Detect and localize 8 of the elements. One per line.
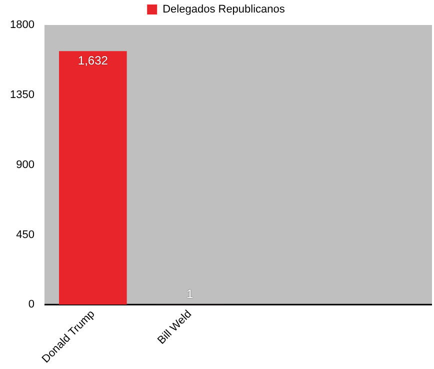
y-tick-label: 0 (28, 298, 34, 311)
y-tick-label: 1350 (10, 88, 34, 101)
legend-label: Delegados Republicanos (162, 4, 286, 16)
y-tick-label: 1800 (10, 19, 34, 32)
y-tick-label: 900 (16, 158, 34, 171)
data-label: 1,632 (78, 53, 108, 68)
y-tick-label: 450 (16, 228, 34, 241)
data-label: 1 (186, 286, 194, 301)
